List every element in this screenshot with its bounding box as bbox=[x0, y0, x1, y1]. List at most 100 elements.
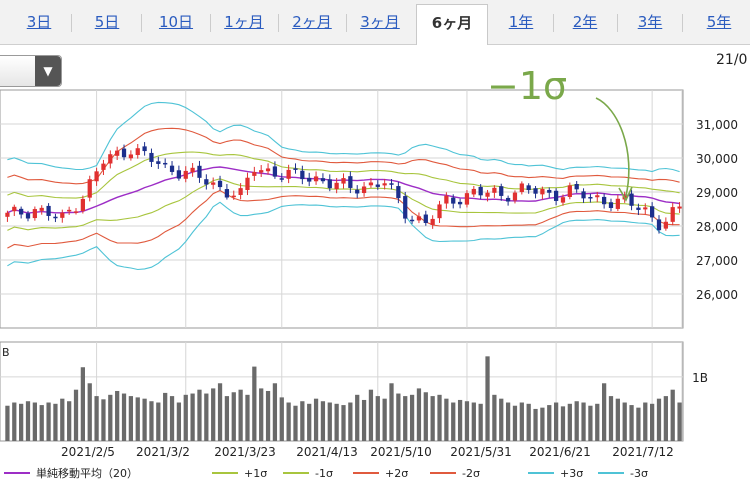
volume-bar bbox=[409, 394, 415, 441]
candle-up bbox=[12, 206, 17, 212]
volume-bar bbox=[464, 401, 470, 441]
volume-bar bbox=[142, 398, 147, 441]
volume-bar bbox=[403, 396, 408, 441]
candle-down bbox=[53, 216, 58, 219]
tab-8[interactable]: 1年 bbox=[508, 13, 534, 31]
volume-bar bbox=[423, 392, 428, 441]
candle-up bbox=[245, 177, 250, 191]
chevron-down-icon[interactable]: ▼ bbox=[35, 56, 61, 86]
volume-bar bbox=[485, 356, 490, 441]
legend: 単純移動平均（20） +1σ -1σ +2σ -2σ +3σ -3σ bbox=[4, 466, 648, 480]
volume-bar bbox=[204, 393, 209, 441]
candle-down bbox=[355, 189, 360, 194]
candle-up bbox=[595, 195, 600, 198]
candle-down bbox=[389, 183, 394, 185]
candle-up bbox=[190, 167, 195, 173]
volume-bar bbox=[149, 401, 154, 441]
candle-up bbox=[361, 186, 367, 194]
candle-down bbox=[142, 146, 147, 152]
x-tick-label: 2021/7/12 bbox=[612, 445, 674, 459]
candle-up bbox=[211, 182, 216, 185]
tab-separator bbox=[210, 14, 211, 32]
volume-bar bbox=[574, 401, 579, 441]
volume-bar bbox=[416, 388, 422, 441]
tab-10[interactable]: 3年 bbox=[637, 13, 663, 31]
tab-6[interactable]: 3ヶ月 bbox=[360, 13, 400, 31]
volume-bar bbox=[252, 366, 257, 441]
volume-bar bbox=[279, 397, 284, 441]
candle-up bbox=[238, 188, 243, 195]
volume-bar bbox=[643, 402, 648, 441]
tab-5[interactable]: 2ヶ月 bbox=[292, 13, 332, 31]
annotation-arrowhead bbox=[618, 186, 633, 202]
candle-up bbox=[183, 170, 188, 179]
volume-bar bbox=[368, 389, 374, 441]
bollinger-band-layer bbox=[7, 101, 680, 271]
candle-down bbox=[149, 152, 154, 162]
volume-tick-label: 1B bbox=[692, 371, 708, 385]
tab-separator bbox=[141, 14, 142, 32]
volume-bar bbox=[39, 405, 44, 441]
candle-down bbox=[526, 185, 531, 191]
volume-bar bbox=[272, 383, 278, 441]
tab-9[interactable]: 2年 bbox=[572, 13, 598, 31]
candle-up bbox=[231, 195, 236, 198]
tab-3[interactable]: 10日 bbox=[158, 13, 194, 31]
volume-bar bbox=[53, 403, 58, 441]
tab-7[interactable]: 6ヶ月 bbox=[416, 4, 488, 45]
volume-bar bbox=[471, 402, 476, 441]
tab-separator bbox=[553, 14, 554, 32]
candle-down bbox=[217, 180, 223, 188]
volume-bar bbox=[128, 396, 134, 441]
x-tick-label: 2021/3/2 bbox=[136, 445, 190, 459]
candle-down bbox=[197, 165, 202, 178]
volume-bar bbox=[25, 401, 31, 441]
candle-down bbox=[457, 201, 463, 205]
candle-up bbox=[540, 188, 545, 195]
candle-down bbox=[375, 184, 380, 187]
volume-bar bbox=[533, 408, 538, 441]
candle-up bbox=[464, 193, 470, 205]
candle-up bbox=[416, 216, 422, 221]
volume-bar bbox=[217, 383, 223, 441]
candle-down bbox=[348, 176, 353, 188]
volume-bar bbox=[451, 402, 456, 441]
legend-label: +3σ bbox=[560, 467, 583, 480]
volume-bar bbox=[588, 405, 593, 441]
tab-4[interactable]: 1ヶ月 bbox=[224, 13, 264, 31]
candle-down bbox=[602, 196, 607, 205]
volume-bar bbox=[499, 398, 504, 441]
volume-bar bbox=[293, 405, 298, 441]
volume-bar bbox=[526, 403, 531, 441]
candle-down bbox=[478, 186, 483, 196]
volume-bar bbox=[677, 402, 682, 441]
candle-up bbox=[444, 195, 449, 204]
volume-bar bbox=[629, 405, 634, 441]
candle-down bbox=[553, 190, 559, 201]
price-tick-label: 26,000 bbox=[696, 288, 738, 302]
volume-bar bbox=[560, 406, 566, 441]
volume-bar bbox=[492, 394, 497, 441]
plus-2-sigma-line bbox=[7, 127, 680, 185]
volume-bar bbox=[375, 396, 380, 441]
candle-up bbox=[368, 182, 374, 186]
candle-down bbox=[163, 162, 168, 165]
tab-1[interactable]: 3日 bbox=[26, 13, 52, 31]
candle-down bbox=[423, 214, 428, 223]
tab-2[interactable]: 5日 bbox=[94, 13, 120, 31]
candle-down bbox=[156, 161, 161, 164]
range-select[interactable]: ▼ bbox=[0, 55, 62, 87]
volume-bar bbox=[211, 388, 216, 441]
candle-up bbox=[677, 206, 682, 209]
volume-bar bbox=[547, 405, 552, 441]
volume-bar bbox=[656, 398, 662, 441]
candle-up bbox=[87, 179, 92, 198]
candle-down bbox=[403, 196, 408, 219]
price-tick-label: 27,000 bbox=[696, 254, 738, 268]
annotation-arrow bbox=[595, 97, 630, 197]
volume-bar bbox=[307, 403, 312, 441]
volume-bar bbox=[650, 403, 655, 441]
candle-up bbox=[313, 176, 319, 182]
candle-down bbox=[547, 189, 552, 193]
tab-11[interactable]: 5年 bbox=[706, 13, 732, 31]
